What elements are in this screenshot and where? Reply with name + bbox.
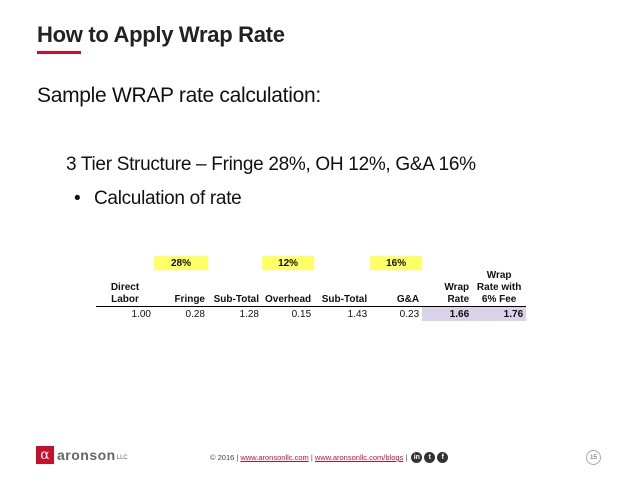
header-wrap-rate: Wrap Rate <box>444 282 470 305</box>
header-wrap-rate-fee: Wrap Rate with 6% Fee <box>476 270 522 305</box>
page-number: 15 <box>586 450 601 465</box>
header-subtotal-1: Sub-Total <box>213 294 259 305</box>
header-row: Direct Labor Fringe Sub-Total Overhead Su… <box>96 270 526 307</box>
fringe-rate: 28% <box>154 256 208 270</box>
values-row: 1.00 0.28 1.28 0.15 1.43 0.23 1.66 1.76 <box>96 306 527 321</box>
header-fringe: Fringe <box>174 294 205 305</box>
header-direct-labor: Direct Labor <box>110 282 140 305</box>
value-wrap-rate: 1.66 <box>422 306 473 321</box>
bullet-dot-icon: • <box>74 188 81 209</box>
value-overhead: 0.15 <box>262 306 315 321</box>
company-logo: α aronson LLC <box>36 446 128 464</box>
blog-link[interactable]: www.aronsonllc.com/blogs <box>314 453 404 462</box>
slide-title: How to Apply Wrap Rate <box>37 22 285 47</box>
title-underline <box>37 51 81 54</box>
footer: © 2016 | www.aronsonllc.com | www.aronso… <box>210 452 450 463</box>
twitter-icon[interactable]: t <box>424 452 436 463</box>
facebook-icon[interactable]: f <box>437 452 449 463</box>
value-subtotal-1: 1.28 <box>208 306 262 321</box>
wrap-rate-table: 28% 12% 16% Direct Labor Fringe Sub-Total… <box>96 256 527 321</box>
website-link[interactable]: www.aronsonllc.com <box>240 453 309 462</box>
header-overhead: Overhead <box>265 294 312 305</box>
value-subtotal-2: 1.43 <box>314 306 371 321</box>
overhead-rate: 12% <box>262 256 315 270</box>
value-ga: 0.23 <box>370 306 423 321</box>
logo-suffix: LLC <box>116 455 128 461</box>
linkedin-icon[interactable]: in <box>411 452 423 463</box>
bullet-text: Calculation of rate <box>94 188 242 209</box>
logo-text: aronson <box>57 447 116 463</box>
ga-rate: 16% <box>370 256 423 270</box>
structure-line: 3 Tier Structure – Fringe 28%, OH 12%, G… <box>66 154 476 175</box>
value-fringe: 0.28 <box>154 306 208 321</box>
copyright: © 2016 | <box>210 453 239 462</box>
value-wrap-rate-fee: 1.76 <box>472 306 527 321</box>
value-direct-labor: 1.00 <box>96 306 154 321</box>
slide-subtitle: Sample WRAP rate calculation: <box>37 84 321 107</box>
header-subtotal-2: Sub-Total <box>321 294 368 305</box>
social-links: in t f <box>411 452 450 463</box>
rate-row: 28% 12% 16% <box>96 256 526 270</box>
header-ga: G&A <box>396 294 420 305</box>
bullet-item: • Calculation of rate <box>74 188 242 210</box>
alpha-logo-icon: α <box>36 446 54 464</box>
